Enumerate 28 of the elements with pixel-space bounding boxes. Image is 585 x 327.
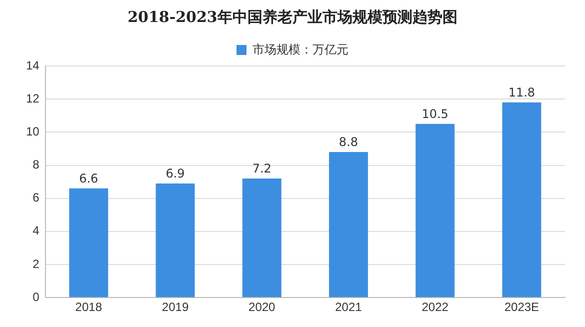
bar xyxy=(69,188,108,298)
y-tick-label: 0 xyxy=(32,290,40,304)
data-label: 8.8 xyxy=(338,135,358,150)
data-label: 10.5 xyxy=(422,107,448,122)
x-tick-label: 2019 xyxy=(162,300,189,314)
bar xyxy=(416,124,455,298)
data-label: 11.8 xyxy=(508,86,536,100)
chart-title: 2018-2023年中国养老产业市场规模预测趋势图 xyxy=(126,8,458,27)
bar xyxy=(502,102,542,298)
y-tick-label: 8 xyxy=(32,158,40,172)
y-tick-label: 14 xyxy=(26,58,40,72)
data-label: 6.6 xyxy=(79,172,98,186)
x-tick-label: 2020 xyxy=(248,300,276,314)
y-tick-label: 6 xyxy=(32,190,40,205)
x-tick-label: 2022 xyxy=(422,300,449,314)
data-label: 6.9 xyxy=(166,166,185,181)
y-tick-label: 2 xyxy=(32,256,40,271)
y-tick-label: 4 xyxy=(32,224,40,238)
x-tick-label: 2023E xyxy=(504,300,540,314)
x-tick-label: 2018 xyxy=(75,300,102,314)
legend-label: 市场规模：万亿元 xyxy=(252,42,348,56)
bar xyxy=(242,178,282,298)
y-tick-label: 10 xyxy=(26,124,40,138)
y-tick-label: 12 xyxy=(26,91,40,106)
bar xyxy=(328,152,368,298)
data-label: 7.2 xyxy=(252,162,272,176)
bar xyxy=(156,183,195,298)
x-tick-label: 2021 xyxy=(335,300,362,314)
